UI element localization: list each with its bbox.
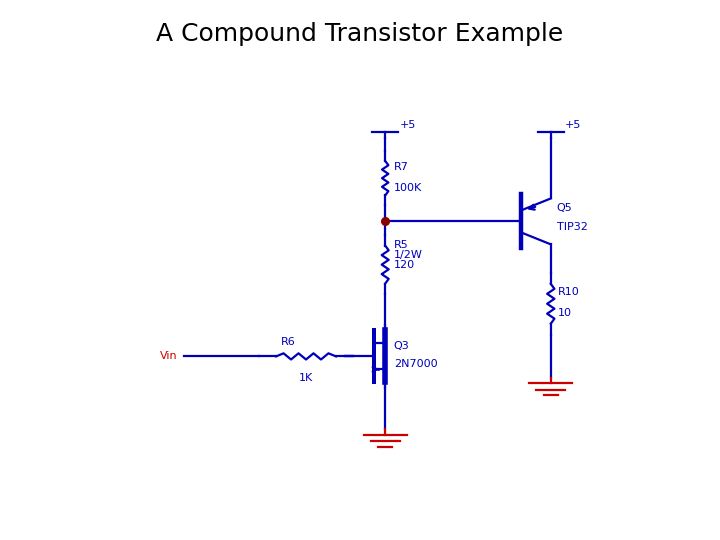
- Text: +5: +5: [400, 120, 416, 130]
- Text: Q5: Q5: [557, 203, 572, 213]
- Text: +5: +5: [565, 120, 582, 130]
- Text: R5: R5: [394, 240, 408, 251]
- Text: 1/2W: 1/2W: [394, 250, 423, 260]
- Text: TIP32: TIP32: [557, 222, 588, 233]
- Text: 10: 10: [558, 308, 572, 318]
- Text: 120: 120: [394, 260, 415, 270]
- Text: R7: R7: [394, 161, 409, 172]
- Text: R10: R10: [558, 287, 580, 297]
- Text: A Compound Transistor Example: A Compound Transistor Example: [156, 22, 564, 45]
- Text: 100K: 100K: [394, 183, 422, 193]
- Text: 2N7000: 2N7000: [394, 359, 438, 369]
- Text: R6: R6: [281, 336, 295, 347]
- Text: 1K: 1K: [299, 373, 313, 383]
- Text: Q3: Q3: [394, 341, 410, 351]
- Text: Vin: Vin: [161, 352, 178, 361]
